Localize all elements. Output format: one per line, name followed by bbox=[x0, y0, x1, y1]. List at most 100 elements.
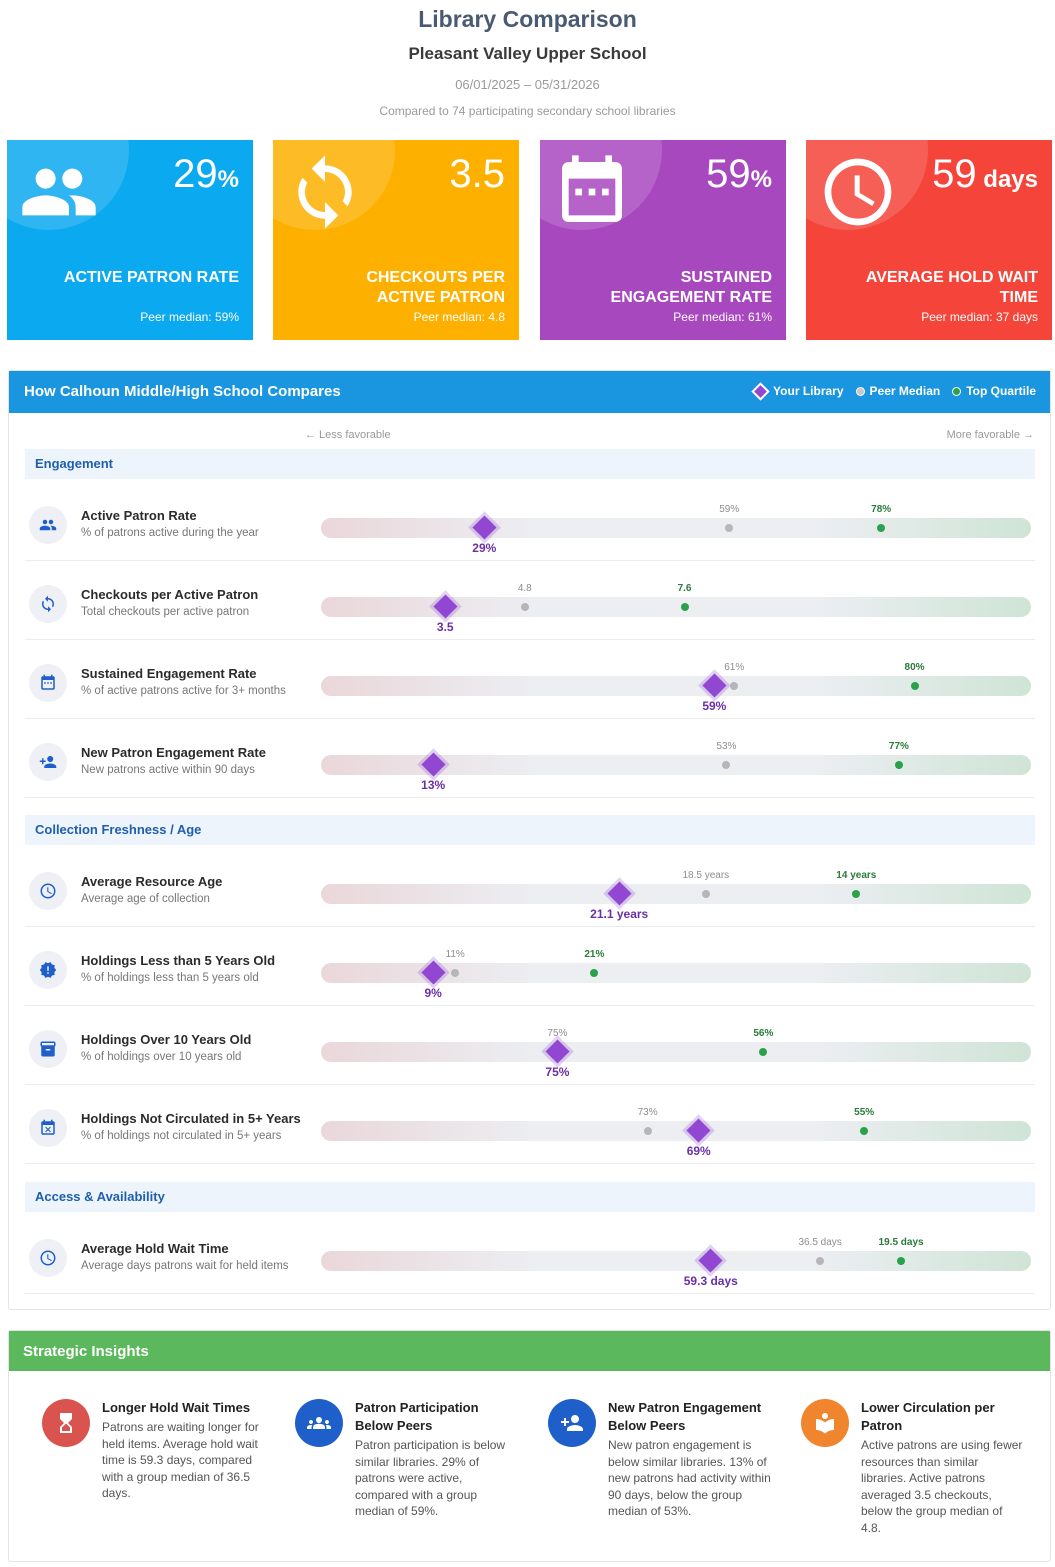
your-library-label: 13% bbox=[421, 778, 446, 792]
kpi-value: 59 days bbox=[932, 152, 1038, 197]
insights-header: Strategic Insights bbox=[9, 1331, 1050, 1371]
peer-median-marker bbox=[643, 1127, 652, 1135]
top-quartile-label: 21% bbox=[584, 949, 605, 960]
peer-median-label: 75% bbox=[547, 1028, 568, 1039]
insight-title: Longer Hold Wait Times bbox=[102, 1400, 251, 1415]
metric-name: Holdings Not Circulated in 5+ Years bbox=[81, 1111, 301, 1126]
comparison-panel: How Calhoun Middle/High School Compares … bbox=[8, 370, 1051, 1310]
metric-name: Average Resource Age bbox=[81, 874, 223, 889]
top-quartile-marker bbox=[910, 682, 919, 690]
group-icon bbox=[295, 1399, 343, 1447]
peer-median-label: 59% bbox=[719, 504, 740, 515]
metric-name: Sustained Engagement Rate bbox=[81, 666, 257, 681]
metric-name: Holdings Less than 5 Years Old bbox=[81, 953, 276, 968]
metric-description: % of active patrons active for 3+ months bbox=[81, 685, 286, 697]
top-quartile-marker bbox=[860, 1127, 869, 1135]
peer-median-label: 36.5 days bbox=[798, 1237, 842, 1248]
kpi-unit: days bbox=[976, 166, 1038, 193]
peer-median-marker bbox=[816, 1257, 825, 1265]
metric-row: Average Hold Wait Time Average days patr… bbox=[25, 1215, 1035, 1294]
diamond-icon bbox=[751, 381, 770, 401]
calendar-icon bbox=[29, 664, 67, 702]
your-library-label: 29% bbox=[472, 541, 497, 555]
section-header: Engagement bbox=[25, 449, 1035, 479]
kpi-peer-median: Peer median: 61% bbox=[673, 310, 772, 324]
metric-name: Active Patron Rate bbox=[81, 508, 197, 523]
archive-icon bbox=[29, 1030, 67, 1068]
peer-median-label: 73% bbox=[637, 1107, 658, 1118]
legend-label: Your Library bbox=[773, 384, 844, 398]
kpi-unit: % bbox=[217, 166, 239, 193]
peer-median-label: 4.8 bbox=[517, 583, 532, 594]
metric-track bbox=[321, 1042, 1031, 1062]
insight-title: New Patron Engagement Below Peers bbox=[608, 1400, 762, 1433]
peer-median-marker bbox=[722, 761, 731, 769]
kpi-value: 29% bbox=[173, 152, 239, 197]
add-person-icon bbox=[29, 743, 67, 781]
clock-icon bbox=[818, 152, 898, 232]
insights-panel: Strategic Insights Longer Hold Wait Time… bbox=[8, 1330, 1051, 1562]
top-quartile-label: 55% bbox=[854, 1107, 875, 1118]
kpi-card: 59 days AVERAGE HOLD WAIT TIME Peer medi… bbox=[806, 140, 1052, 340]
top-quartile-marker bbox=[894, 761, 903, 769]
peer-median-label: 61% bbox=[724, 662, 745, 673]
peer-median-label: 18.5 years bbox=[682, 870, 730, 881]
hourglass-icon bbox=[42, 1399, 90, 1447]
your-library-label: 59.3 days bbox=[683, 1274, 738, 1288]
top-quartile-label: 19.5 days bbox=[878, 1237, 924, 1248]
insight-body: Active patrons are using fewer resources… bbox=[861, 1438, 1023, 1535]
page-title: Library Comparison bbox=[418, 6, 637, 32]
top-quartile-marker bbox=[897, 1257, 906, 1265]
metric-name: Holdings Over 10 Years Old bbox=[81, 1032, 252, 1047]
section-header: Collection Freshness / Age bbox=[25, 815, 1035, 845]
metric-description: Total checkouts per active patron bbox=[81, 606, 250, 618]
gray-dot-icon bbox=[855, 386, 865, 396]
add-person-icon bbox=[548, 1399, 596, 1447]
your-library-label: 3.5 bbox=[436, 620, 454, 634]
comparison-header: How Calhoun Middle/High School Compares … bbox=[9, 371, 1050, 413]
refresh-icon bbox=[29, 585, 67, 623]
metric-description: Average age of collection bbox=[81, 893, 210, 905]
legend: Your Library Peer Median Top Quartile bbox=[742, 381, 1036, 401]
your-library-label: 21.1 years bbox=[590, 907, 649, 921]
peer-median-label: 53% bbox=[716, 741, 737, 752]
calendar-x-icon bbox=[29, 1109, 67, 1147]
metric-row: Holdings Over 10 Years Old % of holdings… bbox=[25, 1006, 1035, 1085]
less-favorable-label: ← Less favorable bbox=[305, 429, 391, 441]
top-quartile-label: 56% bbox=[753, 1028, 774, 1039]
metric-row: Checkouts per Active Patron Total checko… bbox=[25, 561, 1035, 640]
metric-description: % of holdings less than 5 years old bbox=[81, 972, 259, 984]
calendar-icon bbox=[552, 152, 632, 232]
peer-median-marker bbox=[725, 524, 734, 532]
legend-label: Top Quartile bbox=[966, 384, 1036, 398]
kpi-number: 59 bbox=[932, 152, 977, 196]
alert-badge-icon bbox=[29, 951, 67, 989]
kpi-unit: % bbox=[750, 166, 772, 193]
top-quartile-marker bbox=[590, 969, 599, 977]
kpi-peer-median: Peer median: 59% bbox=[140, 310, 239, 324]
section-header: Access & Availability bbox=[25, 1182, 1035, 1212]
insight-body: New patron engagement is below similar l… bbox=[608, 1438, 771, 1518]
kpi-label: ACTIVE PATRON RATE bbox=[63, 269, 239, 286]
kpi-number: 29 bbox=[173, 152, 218, 196]
metric-row: New Patron Engagement Rate New patrons a… bbox=[25, 719, 1035, 798]
kpi-label: AVERAGE HOLD WAIT TIME bbox=[865, 269, 1038, 306]
people-icon bbox=[29, 506, 67, 544]
metric-track bbox=[321, 597, 1031, 617]
comparison-title: How Calhoun Middle/High School Compares bbox=[24, 383, 341, 400]
metric-name: Average Hold Wait Time bbox=[81, 1241, 229, 1256]
metric-track bbox=[321, 884, 1031, 904]
date-range: 06/01/2025 – 05/31/2026 bbox=[455, 77, 600, 92]
top-quartile-label: 7.6 bbox=[677, 583, 692, 594]
kpi-peer-median: Peer median: 37 days bbox=[921, 310, 1038, 324]
metric-track bbox=[321, 755, 1031, 775]
kpi-card: 59% SUSTAINED ENGAGEMENT RATE Peer media… bbox=[540, 140, 786, 340]
metric-track bbox=[321, 518, 1031, 538]
metric-row: Average Resource Age Average age of coll… bbox=[25, 848, 1035, 927]
metric-track bbox=[321, 676, 1031, 696]
insights-title: Strategic Insights bbox=[23, 1343, 149, 1360]
legend-peer-median: Peer Median bbox=[855, 384, 940, 398]
people-icon bbox=[19, 152, 99, 232]
comparison-note: Compared to 74 participating secondary s… bbox=[379, 104, 676, 118]
insight-title: Lower Circulation per Patron bbox=[861, 1400, 995, 1433]
